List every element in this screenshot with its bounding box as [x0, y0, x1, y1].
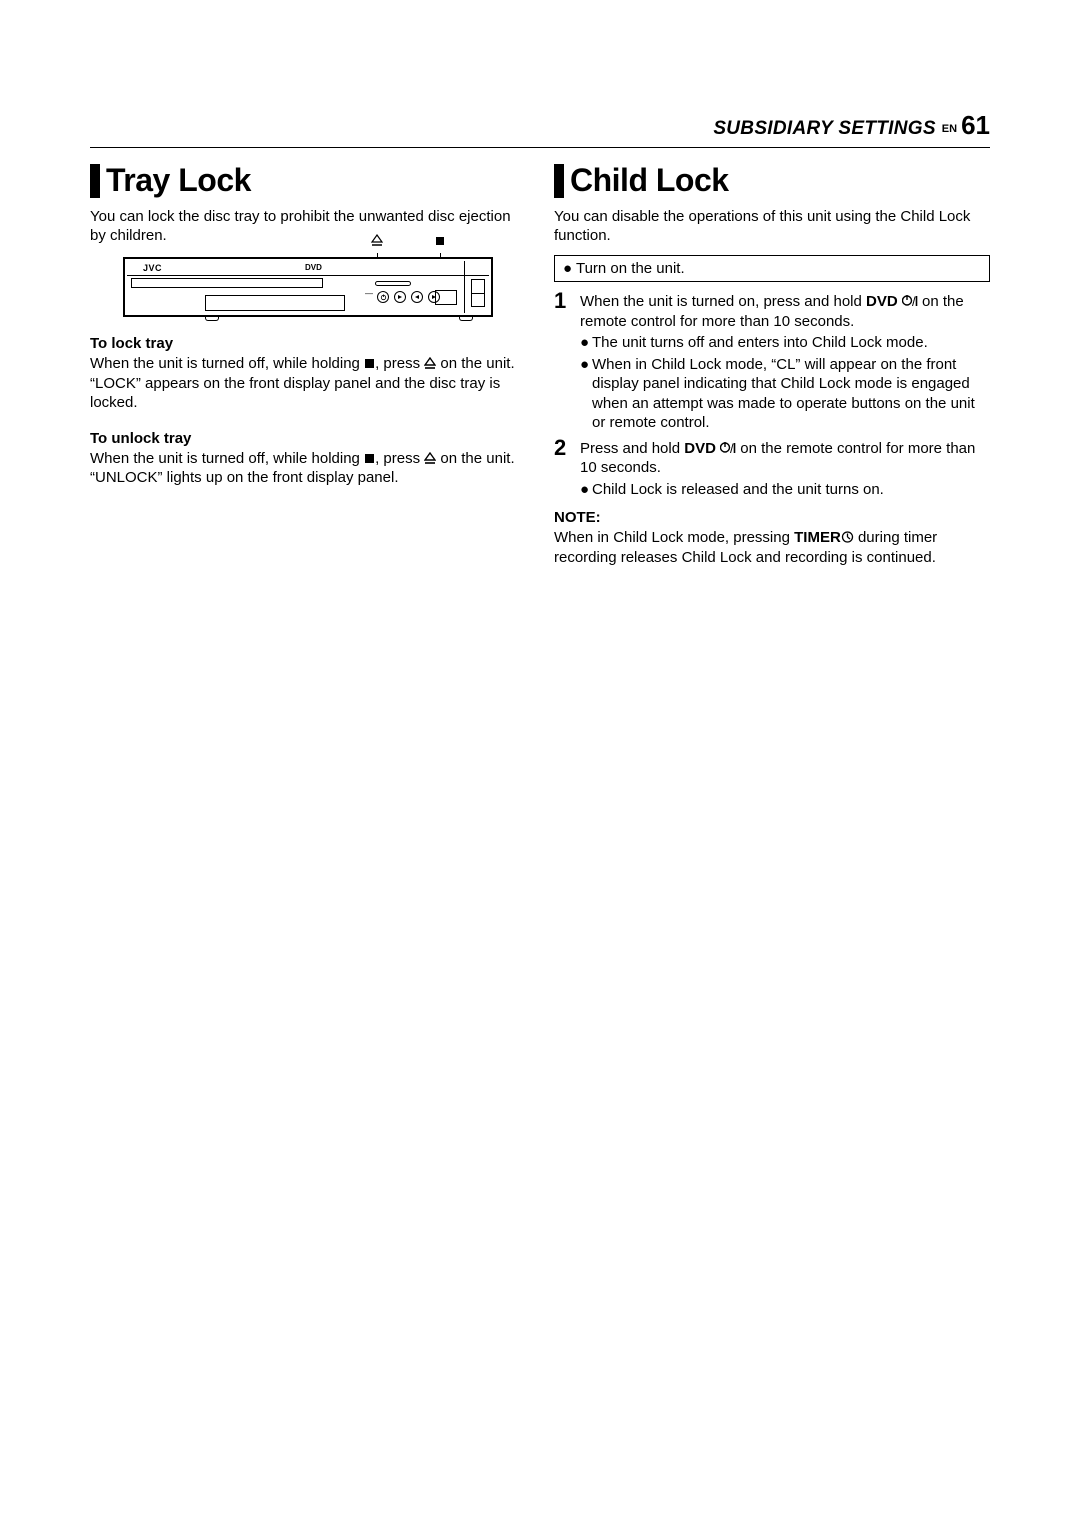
- page: SUBSIDIARY SETTINGS EN 61 Tray Lock You …: [0, 0, 1080, 1528]
- eject-icon: [424, 357, 436, 369]
- lock-tray-text: When the unit is turned off, while holdi…: [90, 354, 526, 412]
- device-body: JVC DVD —: [123, 257, 493, 317]
- stop-icon: [364, 453, 375, 464]
- svg-text:/: /: [912, 294, 916, 307]
- bullet-dot: ●: [563, 260, 576, 277]
- step-number: 2: [554, 437, 576, 459]
- note-heading: NOTE:: [554, 509, 990, 526]
- content-columns: Tray Lock You can lock the disc tray to …: [90, 162, 990, 567]
- power-icon: /: [720, 441, 736, 454]
- header-page-number: 61: [961, 110, 990, 141]
- lock-tray-heading: To lock tray: [90, 335, 526, 352]
- bullet-dot: ●: [580, 333, 592, 353]
- timer-icon: [841, 530, 854, 543]
- svg-text:/: /: [730, 441, 734, 454]
- box-text: Turn on the unit.: [576, 260, 685, 277]
- bullet-dot: ●: [580, 355, 592, 375]
- child-lock-title: Child Lock: [570, 162, 729, 199]
- bullet-dot: ●: [580, 480, 592, 500]
- stop-icon: [364, 358, 375, 369]
- stop-icon: [435, 236, 445, 246]
- unlock-text-b: , press: [375, 450, 424, 467]
- child-lock-steps: 1 When the unit is turned on, press and …: [554, 292, 990, 499]
- step-1: 1 When the unit is turned on, press and …: [554, 292, 990, 433]
- tray-lock-heading: Tray Lock: [90, 162, 526, 199]
- step1-bullet2-text: When in Child Lock mode, “CL” will appea…: [592, 355, 990, 433]
- timer-label: TIMER: [794, 529, 841, 546]
- note-text-a: When in Child Lock mode, pressing: [554, 529, 794, 546]
- header-rule: [90, 147, 990, 148]
- child-lock-heading: Child Lock: [554, 162, 990, 199]
- tray-lock-title: Tray Lock: [106, 162, 251, 199]
- eject-icon: [371, 234, 383, 246]
- step1-text-a: When the unit is turned on, press and ho…: [580, 293, 866, 310]
- device-logo: JVC: [143, 263, 162, 273]
- step2-bullet-1: ● Child Lock is released and the unit tu…: [580, 480, 990, 500]
- unlock-text-a: When the unit is turned off, while holdi…: [90, 450, 364, 467]
- step1-bullet-2: ● When in Child Lock mode, “CL” will app…: [580, 355, 990, 433]
- child-lock-prerequisite-box: ● Turn on the unit.: [554, 255, 990, 282]
- right-column: Child Lock You can disable the operation…: [554, 162, 990, 567]
- dvd-label: DVD: [866, 293, 898, 310]
- child-lock-intro: You can disable the operations of this u…: [554, 207, 990, 245]
- device-illustration: JVC DVD —: [123, 257, 493, 317]
- step-2-body: Press and hold DVD / on the remote contr…: [580, 439, 990, 500]
- step-2: 2 Press and hold DVD / on the remote con…: [554, 439, 990, 500]
- page-header: SUBSIDIARY SETTINGS EN 61: [90, 110, 990, 141]
- dvd-label: DVD: [684, 440, 716, 457]
- lock-text-a: When the unit is turned off, while holdi…: [90, 355, 364, 372]
- heading-bar-icon: [90, 164, 100, 198]
- step1-bullet1-text: The unit turns off and enters into Child…: [592, 333, 990, 353]
- step-1-body: When the unit is turned on, press and ho…: [580, 292, 990, 433]
- left-column: Tray Lock You can lock the disc tray to …: [90, 162, 526, 567]
- unlock-tray-heading: To unlock tray: [90, 430, 526, 447]
- lock-text-b: , press: [375, 355, 424, 372]
- device-dvd-label: DVD: [305, 263, 322, 272]
- power-icon: /: [902, 294, 918, 307]
- unlock-tray-text: When the unit is turned off, while holdi…: [90, 449, 526, 487]
- heading-bar-icon: [554, 164, 564, 198]
- step2-bullet1-text: Child Lock is released and the unit turn…: [592, 480, 990, 500]
- step-number: 1: [554, 290, 576, 312]
- note-text: When in Child Lock mode, pressing TIMER …: [554, 528, 990, 566]
- eject-icon: [424, 452, 436, 464]
- header-section: SUBSIDIARY SETTINGS: [713, 118, 935, 140]
- step2-text-a: Press and hold: [580, 440, 684, 457]
- header-lang: EN: [942, 123, 957, 135]
- step1-bullet-1: ● The unit turns off and enters into Chi…: [580, 333, 990, 353]
